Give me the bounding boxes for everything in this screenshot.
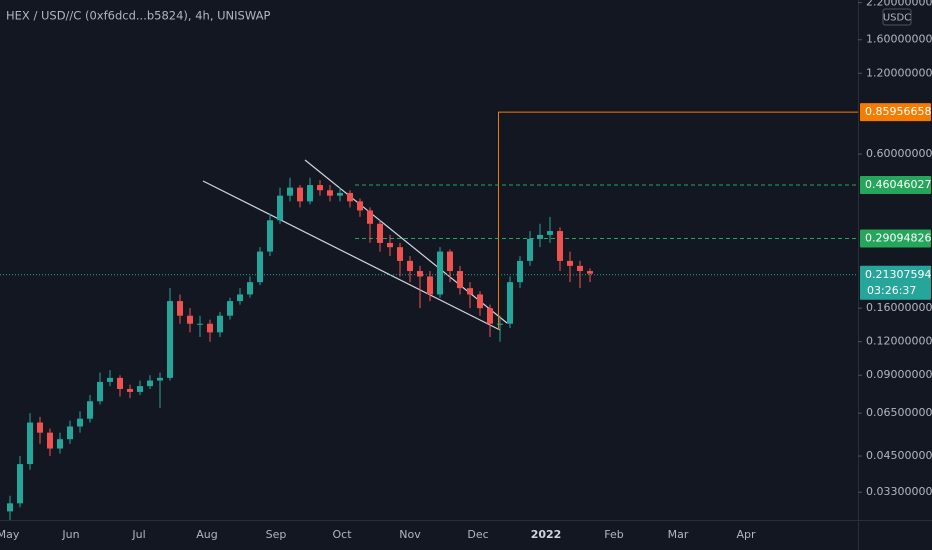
- candle-body: [347, 192, 353, 202]
- candle-body: [497, 323, 503, 325]
- candle-body: [217, 315, 223, 333]
- price-label-box: [860, 103, 931, 122]
- candle-body: [107, 377, 113, 382]
- candle-body: [187, 315, 193, 324]
- candle-body: [577, 265, 583, 272]
- candle-body: [587, 271, 593, 274]
- candle-body: [237, 294, 243, 302]
- price-label: 0.4604602743: [865, 178, 932, 191]
- candle-body: [517, 260, 523, 283]
- x-tick-label: Aug: [196, 528, 217, 541]
- candle-body: [447, 251, 453, 272]
- x-tick-label: Feb: [604, 528, 623, 541]
- candle-body: [167, 301, 173, 378]
- candle-body: [37, 422, 43, 433]
- candle-body: [87, 401, 93, 419]
- y-tick-label: 1.6000000000: [866, 33, 932, 46]
- x-tick-label: May: [0, 528, 20, 541]
- candle-body: [157, 377, 163, 381]
- trend-line[interactable]: [202, 180, 501, 331]
- chart-title: HEX / USD//C (0xf6dcd...b5824), 4h, UNIS…: [6, 9, 270, 23]
- y-tick-label: 0.1200000000: [866, 335, 932, 348]
- candle-body: [177, 301, 183, 316]
- x-tick-label: Apr: [736, 528, 756, 541]
- candle-body: [267, 220, 273, 252]
- candle-body: [567, 260, 573, 266]
- price-label: 0.2130759488: [865, 268, 932, 281]
- candle-body: [437, 251, 443, 295]
- candle-body: [397, 247, 403, 261]
- y-tick-label: 0.1600000000: [866, 301, 932, 314]
- candle-body: [507, 282, 513, 324]
- currency-box[interactable]: [882, 8, 912, 26]
- y-tick-label: 2.2000000000: [866, 0, 932, 9]
- candle-body: [117, 377, 123, 389]
- candle-body: [417, 271, 423, 277]
- y-tick-label: 0.0650000000: [866, 406, 932, 419]
- x-tick-label: Dec: [467, 528, 488, 541]
- candle-body: [467, 288, 473, 295]
- candle-body: [257, 251, 263, 283]
- candle-body: [47, 432, 53, 449]
- candle-body: [337, 192, 343, 196]
- candle-body: [127, 388, 133, 392]
- candle-body: [207, 323, 213, 333]
- currency-label: USDC: [883, 13, 911, 24]
- candle-body: [197, 323, 203, 325]
- candle-body: [277, 195, 283, 221]
- candle-body: [227, 301, 233, 316]
- candle-body: [137, 386, 143, 392]
- x-tick-label: Mar: [668, 528, 689, 541]
- candle-body: [487, 308, 493, 324]
- candle-body: [27, 422, 33, 465]
- candle-body: [7, 503, 13, 512]
- candle-body: [557, 231, 563, 261]
- trend-line[interactable]: [304, 159, 508, 324]
- candle-body: [537, 234, 543, 239]
- y-tick-label: 0.0450000000: [866, 449, 932, 462]
- x-tick-label: Jul: [131, 528, 145, 541]
- candle-body: [357, 201, 363, 211]
- x-tick-label: Sep: [266, 528, 287, 541]
- y-tick-label: 0.0900000000: [866, 368, 932, 381]
- candle-body: [147, 380, 153, 387]
- candle-body: [77, 418, 83, 427]
- candle-body: [17, 464, 23, 504]
- candle-body: [57, 439, 63, 449]
- candle-body: [307, 185, 313, 202]
- candle-body: [427, 276, 433, 295]
- candle-body: [547, 231, 553, 235]
- candle-body: [477, 294, 483, 309]
- candle-body: [387, 242, 393, 248]
- y-tick-label: 0.6000000000: [866, 147, 932, 160]
- candle-body: [97, 381, 103, 402]
- candle-body: [67, 426, 73, 440]
- y-tick-label: 0.0330000000: [866, 485, 932, 498]
- y-tick-label: 1.2000000000: [866, 66, 932, 79]
- x-tick-label: Oct: [332, 528, 352, 541]
- price-label-box: [860, 229, 931, 248]
- candle-body: [287, 187, 293, 196]
- candle-body: [297, 187, 303, 202]
- price-label: 0.2909482661: [865, 231, 932, 244]
- candle-body: [377, 223, 383, 243]
- x-tick-label: Jun: [61, 528, 79, 541]
- candle-body: [317, 185, 323, 191]
- candle-body: [327, 190, 333, 196]
- candle-body: [247, 282, 253, 295]
- price-label: 0.8595665888: [865, 105, 932, 118]
- countdown: 03:26:37: [867, 284, 916, 297]
- price-label-box: [860, 265, 931, 300]
- price-label-box: [860, 175, 931, 194]
- candle-body: [527, 238, 533, 261]
- x-tick-label: 2022: [531, 528, 562, 541]
- x-tick-label: Nov: [399, 528, 421, 541]
- candle-body: [457, 271, 463, 289]
- candle-body: [407, 260, 413, 272]
- candle-body: [367, 210, 373, 224]
